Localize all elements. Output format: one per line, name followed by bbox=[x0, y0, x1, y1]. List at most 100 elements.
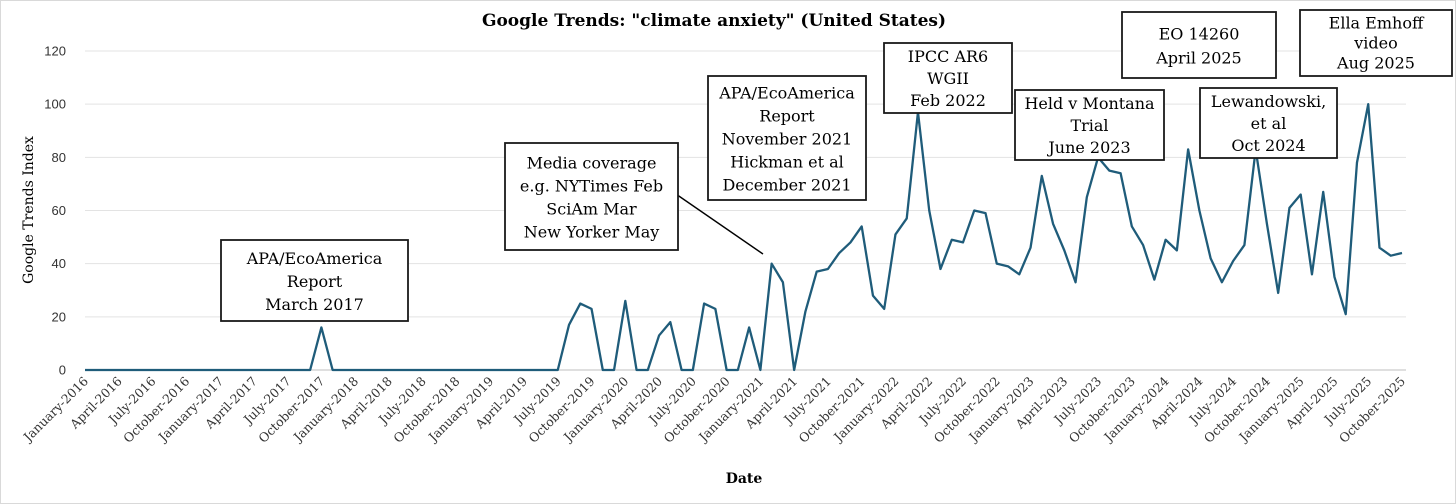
annotation-text: June 2023 bbox=[1046, 138, 1130, 157]
data-point bbox=[1378, 247, 1380, 249]
annotation-box: APA/EcoAmerica Report November 2021 Hickman… bbox=[707, 75, 867, 201]
data-point bbox=[163, 369, 165, 371]
data-point bbox=[129, 369, 131, 371]
data-point bbox=[455, 369, 457, 371]
chart-title: Google Trends: "climate anxiety" (United… bbox=[482, 11, 946, 31]
data-point bbox=[714, 308, 716, 310]
data-point bbox=[298, 369, 300, 371]
data-point bbox=[264, 369, 266, 371]
data-point bbox=[827, 268, 829, 270]
annotation-text: Trial bbox=[1070, 116, 1108, 135]
data-point bbox=[433, 369, 435, 371]
annotation-text: Media coverage bbox=[527, 153, 657, 172]
data-point bbox=[286, 369, 288, 371]
data-point bbox=[692, 369, 694, 371]
annotation-text: EO 14260 bbox=[1159, 25, 1240, 44]
data-point bbox=[759, 369, 761, 371]
data-point bbox=[962, 241, 964, 243]
annotation-frame bbox=[1199, 87, 1338, 159]
annotation-frame bbox=[883, 42, 1013, 114]
data-point bbox=[557, 369, 559, 371]
data-point bbox=[1131, 225, 1133, 227]
data-point bbox=[782, 281, 784, 283]
data-point bbox=[1390, 254, 1392, 256]
data-point bbox=[658, 334, 660, 336]
data-point bbox=[928, 209, 930, 211]
data-point bbox=[489, 369, 491, 371]
data-point bbox=[106, 369, 108, 371]
data-point bbox=[410, 369, 412, 371]
annotation-text: November 2021 bbox=[722, 129, 852, 148]
data-point bbox=[951, 239, 953, 241]
data-point bbox=[185, 369, 187, 371]
annotation-text: New Yorker May bbox=[524, 222, 660, 241]
data-point bbox=[872, 294, 874, 296]
data-point bbox=[1401, 252, 1403, 254]
annotation-text: APA/EcoAmerica bbox=[718, 83, 855, 102]
annotation-frame bbox=[707, 75, 867, 201]
annotation-text: March 2017 bbox=[265, 295, 364, 314]
data-point bbox=[140, 369, 142, 371]
data-point bbox=[1142, 244, 1144, 246]
data-point bbox=[770, 262, 772, 264]
annotation-box: Media coverage e.g. NYTimes Feb SciAm Mar N… bbox=[504, 142, 679, 251]
data-point bbox=[478, 369, 480, 371]
data-point bbox=[602, 369, 604, 371]
data-point bbox=[118, 369, 120, 371]
data-point bbox=[1007, 265, 1009, 267]
data-point bbox=[590, 308, 592, 310]
annotation-text: December 2021 bbox=[722, 175, 851, 194]
data-point bbox=[737, 369, 739, 371]
annotation-frame bbox=[1014, 89, 1165, 161]
data-point bbox=[635, 369, 637, 371]
data-point bbox=[1198, 209, 1200, 211]
data-point bbox=[1187, 148, 1189, 150]
y-tick-label: 80 bbox=[52, 150, 66, 165]
data-point bbox=[1153, 278, 1155, 280]
data-point bbox=[984, 212, 986, 214]
annotation-leader-line bbox=[672, 191, 764, 255]
annotation-text: Hickman et al bbox=[730, 152, 843, 171]
data-point bbox=[1164, 239, 1166, 241]
data-point bbox=[219, 369, 221, 371]
data-point bbox=[815, 270, 817, 272]
annotation-box: Held v Montana Trial June 2023 bbox=[1014, 89, 1165, 161]
data-point bbox=[1209, 257, 1211, 259]
annotation-text: SciAm Mar bbox=[546, 199, 637, 218]
annotation-text: WGII bbox=[927, 69, 969, 88]
data-point bbox=[1345, 313, 1347, 315]
annotation-frame bbox=[220, 239, 409, 322]
data-point bbox=[1356, 161, 1358, 163]
data-point bbox=[151, 369, 153, 371]
y-tick-label: 20 bbox=[52, 309, 66, 324]
data-point bbox=[275, 369, 277, 371]
data-point bbox=[838, 252, 840, 254]
data-point bbox=[1266, 223, 1268, 225]
annotations: APA/EcoAmerica Report March 2017 Media cove… bbox=[220, 9, 1453, 322]
data-point bbox=[1108, 169, 1110, 171]
annotation-frame bbox=[504, 142, 679, 251]
data-point bbox=[208, 369, 210, 371]
data-point bbox=[1086, 196, 1088, 198]
data-point bbox=[996, 262, 998, 264]
data-point bbox=[1277, 292, 1279, 294]
y-tick-label: 60 bbox=[52, 203, 66, 218]
data-point bbox=[1052, 223, 1054, 225]
y-tick-label: 0 bbox=[59, 363, 66, 378]
data-point bbox=[725, 369, 727, 371]
data-point bbox=[1367, 103, 1369, 105]
annotation-text: Held v Montana bbox=[1024, 94, 1155, 113]
y-axis-title: Google Trends Index bbox=[21, 136, 37, 284]
annotation-box: Lewandowski, et al Oct 2024 bbox=[1199, 87, 1338, 159]
data-point bbox=[399, 369, 401, 371]
data-point bbox=[973, 209, 975, 211]
data-point bbox=[365, 369, 367, 371]
y-axis-ticks: 0 20 40 60 80 100 120 bbox=[44, 44, 66, 378]
data-point bbox=[467, 369, 469, 371]
data-point bbox=[1322, 191, 1324, 193]
annotation-text: Oct 2024 bbox=[1231, 136, 1305, 155]
data-point bbox=[354, 369, 356, 371]
y-tick-label: 120 bbox=[44, 44, 66, 59]
annotation-text: April 2025 bbox=[1155, 49, 1241, 68]
